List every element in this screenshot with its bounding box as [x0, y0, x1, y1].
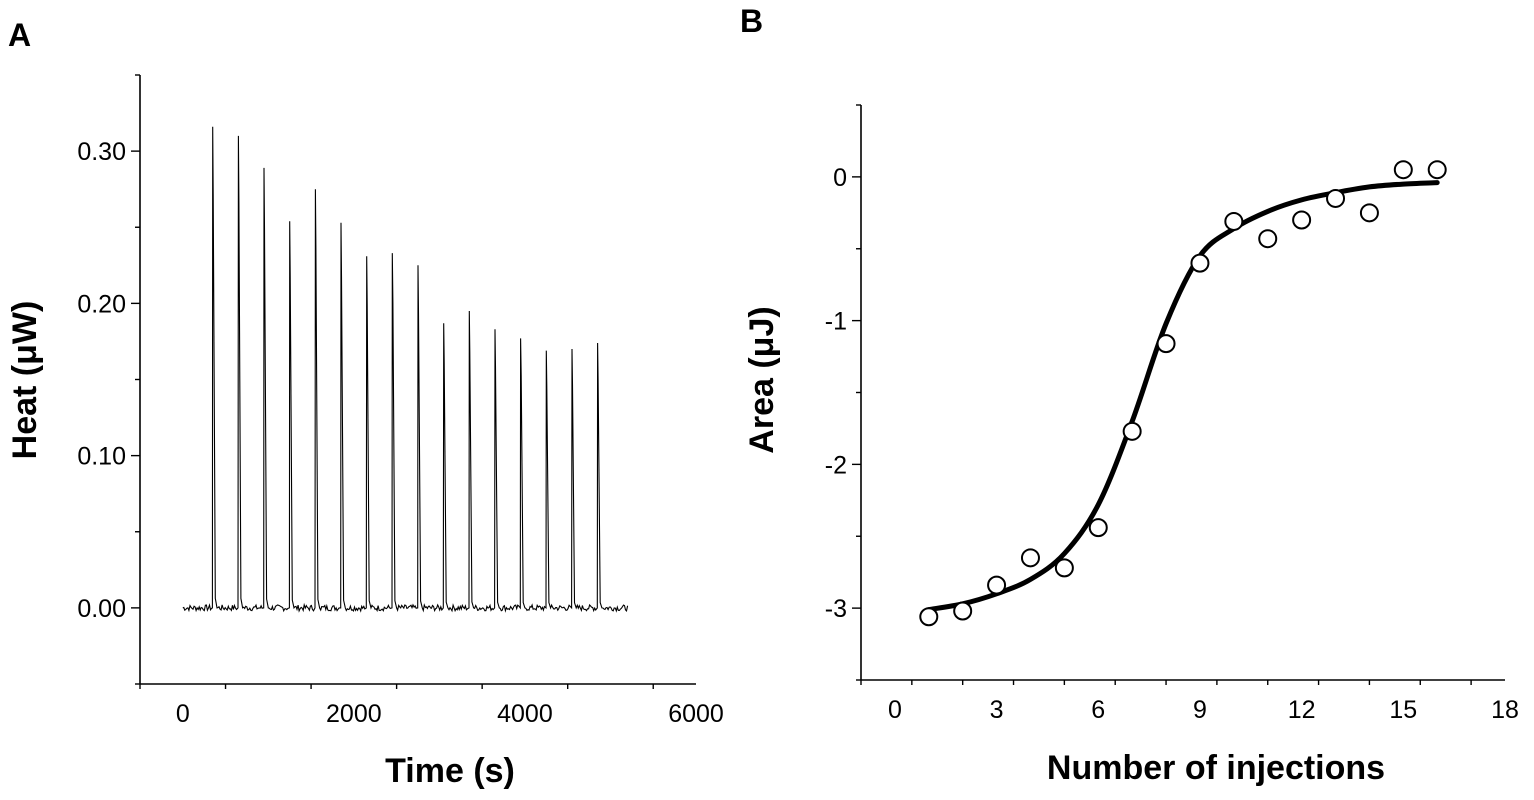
- data-point: [987, 575, 1007, 595]
- panel-b-y-tick-label: 0: [833, 164, 847, 192]
- panel-a-x-tick-label: 6000: [668, 700, 724, 728]
- panel-a-x-tick-label: 4000: [497, 700, 553, 728]
- panel-a-x-axis-label: Time (s): [385, 752, 515, 790]
- data-point: [1258, 229, 1278, 249]
- panel-b-x-tick-label: 0: [888, 696, 902, 724]
- data-point: [953, 601, 973, 621]
- panel-a-chart: 0 2000 4000 6000 0.00 0.10 0.20 0.30: [77, 74, 724, 728]
- panel-a-y-tick-label: 0.20: [77, 290, 126, 318]
- panel-a-y-tick-label: 0.10: [77, 443, 126, 471]
- data-point: [1359, 203, 1379, 223]
- panel-b-chart: 0 3 6 9 12 15 18 0 -1 -2 -3: [825, 104, 1519, 724]
- panel-b-x-axis-label: Number of injections: [1047, 749, 1385, 787]
- panel-b-x-tick-label: 9: [1193, 696, 1207, 724]
- panel-b-y-axis-label: Area (μJ): [743, 306, 781, 453]
- panel-a-y-axis-label: Heat (μW): [6, 301, 44, 460]
- data-point: [1088, 518, 1108, 538]
- data-point: [1393, 160, 1413, 180]
- panel-a-y-tick-label: 0.00: [77, 595, 126, 623]
- panel-label-b: B: [740, 3, 763, 39]
- panel-b-x-tick-label: 6: [1091, 696, 1105, 724]
- panel-b-x-tick-label: 3: [990, 696, 1004, 724]
- panel-b-y-tick-label: -3: [825, 595, 847, 623]
- data-point: [1156, 334, 1176, 354]
- thermogram-line: [182, 126, 629, 613]
- panel-label-a: A: [8, 17, 31, 53]
- panel-a-x-tick-label: 0: [176, 700, 190, 728]
- data-point: [1054, 558, 1074, 578]
- data-point: [1427, 160, 1447, 180]
- data-point: [1326, 188, 1346, 208]
- panel-b-x-tick-label: 15: [1389, 696, 1417, 724]
- data-point: [1292, 210, 1312, 230]
- panel-a-y-tick-label: 0.30: [77, 138, 126, 166]
- data-point: [1190, 253, 1210, 273]
- panel-b-y-tick-label: -1: [825, 308, 847, 336]
- data-point: [919, 607, 939, 627]
- data-point: [1122, 421, 1142, 441]
- data-point: [1020, 548, 1040, 568]
- panel-a-x-tick-label: 2000: [326, 700, 382, 728]
- panel-b-x-tick-label: 12: [1288, 696, 1316, 724]
- panel-b-y-tick-label: -2: [825, 451, 847, 479]
- data-point: [1224, 211, 1244, 231]
- panel-b-x-tick-label: 18: [1491, 696, 1519, 724]
- fit-curve: [926, 180, 1440, 613]
